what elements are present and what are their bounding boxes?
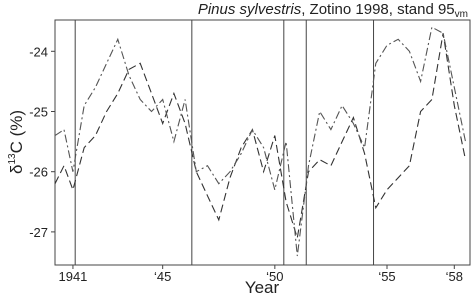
- y-title-sup: 13: [7, 153, 18, 165]
- title-rest: , Zotino 1998, stand 95: [301, 1, 454, 18]
- x-tick-label: 1941: [58, 269, 87, 284]
- y-tick-label: -26: [29, 165, 48, 180]
- y-title-delta: δ: [7, 165, 26, 174]
- x-tick-label: ‘58: [446, 269, 463, 284]
- x-tick-label: ‘55: [378, 269, 395, 284]
- y-title-rest: C (%): [7, 110, 26, 153]
- x-tick-label: ‘50: [266, 269, 283, 284]
- plot-frame: [54, 19, 471, 266]
- title-italic: Pinus sylvestris: [198, 1, 302, 18]
- data-line: [54, 33, 467, 239]
- x-tick-label: ‘45: [154, 269, 171, 284]
- chart-title: Pinus sylvestris, Zotino 1998, stand 95v…: [198, 1, 468, 20]
- y-tick-label: -27: [29, 225, 48, 240]
- data-line: [54, 26, 467, 257]
- title-sub: vm: [455, 9, 468, 20]
- y-tick-label: -25: [29, 104, 48, 119]
- x-axis-title: Year: [245, 278, 280, 297]
- y-axis-title: δ13C (%): [7, 110, 26, 174]
- y-tick-label: -24: [29, 44, 48, 59]
